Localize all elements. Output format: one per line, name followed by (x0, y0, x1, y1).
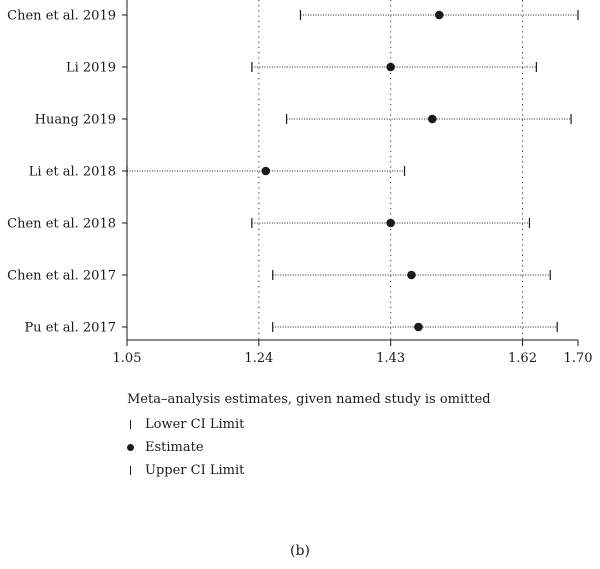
study-label: Pu et al. 2017 (24, 321, 116, 336)
x-axis: 1.05 1.24 1.43 1.62 1.70 (113, 0, 593, 366)
legend-item-estimate: Estimate (127, 436, 491, 459)
study-row-1: Li 2019 (66, 61, 537, 76)
legend-label-estimate: Estimate (145, 440, 204, 455)
estimate-point (407, 270, 416, 280)
legend-item-lower: Lower CI Limit (127, 413, 491, 436)
legend-title: Meta–analysis estimates, given named stu… (127, 392, 491, 407)
estimate-point (434, 10, 444, 20)
study-rows: Chen et al. 2019 Li 2019 Huang 2019 Li et a… (7, 9, 579, 336)
study-row-2: Huang 2019 (35, 113, 572, 128)
legend-label-upper: Upper CI Limit (145, 463, 245, 478)
study-label: Chen et al. 2018 (7, 217, 116, 232)
forest-plot: Chen et al. 2019 Li 2019 Huang 2019 Li et a… (7, 0, 593, 366)
x-tick-label-3: 1.62 (508, 351, 537, 366)
estimate-point (427, 114, 437, 124)
x-tick-label-4: 1.70 (564, 351, 593, 366)
estimate-point (386, 62, 395, 72)
study-label: Huang 2019 (35, 113, 116, 128)
legend-item-upper: Upper CI Limit (127, 459, 491, 482)
legend-label-lower: Lower CI Limit (145, 417, 245, 432)
estimate-point (386, 218, 395, 228)
study-row-3: Li et al. 2018 (29, 165, 406, 180)
study-row-5: Chen et al. 2017 (7, 269, 551, 284)
x-tick-label-0: 1.05 (113, 351, 142, 366)
study-label: Li et al. 2018 (29, 165, 116, 180)
x-tick-label-2: 1.43 (376, 351, 405, 366)
study-row-6: Pu et al. 2017 (24, 321, 558, 336)
estimate-dot-icon (127, 444, 145, 451)
estimate-point (414, 322, 423, 332)
figure-caption: (b) (290, 543, 310, 559)
study-label: Li 2019 (66, 61, 116, 76)
study-label: Chen et al. 2017 (7, 269, 116, 284)
legend: Meta–analysis estimates, given named stu… (127, 388, 491, 482)
study-row-4: Chen et al. 2018 (7, 217, 531, 232)
reference-lines (258, 0, 523, 340)
study-label: Chen et al. 2019 (7, 9, 116, 24)
lower-ci-marker-icon (127, 420, 145, 429)
study-row-0: Chen et al. 2019 (7, 9, 579, 24)
upper-ci-marker-icon (127, 466, 145, 475)
x-tick-label-1: 1.24 (244, 351, 273, 366)
estimate-point (261, 166, 271, 176)
